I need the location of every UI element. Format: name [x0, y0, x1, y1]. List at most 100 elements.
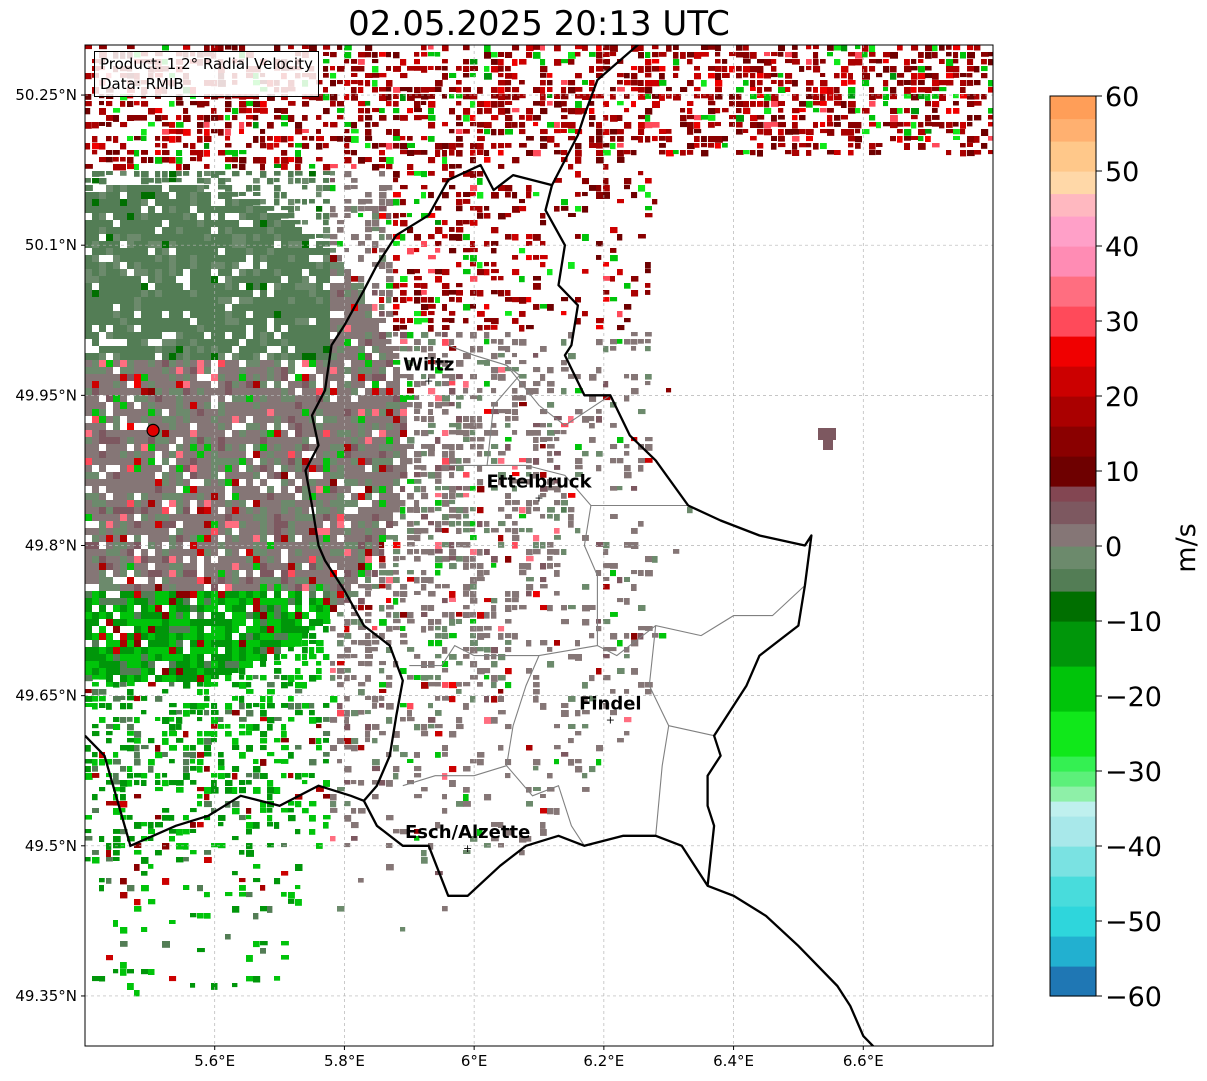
velocity-cell: [365, 248, 371, 254]
velocity-cell: [106, 332, 113, 339]
velocity-cell: [281, 311, 288, 318]
velocity-cell: [785, 52, 793, 58]
velocity-cell: [267, 409, 274, 416]
velocity-cell: [540, 73, 547, 78]
velocity-cell: [414, 66, 422, 71]
velocity-cell: [358, 101, 366, 107]
velocity-cell: [267, 227, 274, 234]
velocity-cell: [267, 339, 274, 346]
velocity-cell: [134, 346, 141, 353]
velocity-cell: [316, 605, 323, 612]
velocity-cell: [393, 220, 398, 226]
velocity-cell: [449, 500, 456, 505]
velocity-cell: [897, 73, 905, 78]
velocity-cell: [372, 304, 378, 311]
velocity-cell: [260, 479, 267, 486]
velocity-cell: [323, 437, 330, 444]
velocity-cell: [295, 346, 302, 353]
velocity-cell: [295, 598, 302, 605]
velocity-cell: [225, 241, 232, 248]
velocity-cell: [197, 682, 204, 687]
velocity-cell: [141, 101, 149, 107]
velocity-cell: [603, 185, 610, 192]
velocity-cell: [715, 136, 723, 143]
velocity-cell: [407, 108, 413, 114]
velocity-cell: [554, 500, 561, 506]
velocity-cell: [141, 654, 148, 661]
velocity-cell: [967, 66, 975, 72]
velocity-cell: [134, 521, 141, 528]
velocity-cell: [372, 423, 379, 430]
velocity-cell: [253, 409, 260, 416]
velocity-cell: [225, 199, 232, 206]
velocity-cell: [414, 654, 421, 659]
velocity-cell: [358, 423, 365, 430]
velocity-cell: [127, 451, 134, 458]
velocity-cell: [253, 486, 260, 493]
velocity-cell: [456, 682, 462, 687]
velocity-cell: [302, 654, 308, 661]
velocity-cell: [113, 514, 120, 521]
velocity-cell: [575, 206, 582, 212]
velocity-cell: [295, 703, 302, 710]
velocity-cell: [169, 262, 176, 269]
velocity-cell: [155, 143, 161, 148]
velocity-cell: [575, 374, 581, 380]
velocity-cell: [162, 325, 169, 332]
velocity-cell: [337, 458, 344, 465]
velocity-cell: [701, 80, 707, 87]
velocity-cell: [127, 584, 134, 591]
velocity-cell: [232, 500, 239, 507]
velocity-cell: [470, 241, 475, 248]
velocity-cell: [134, 437, 141, 444]
velocity-cell: [85, 542, 92, 549]
velocity-cell: [239, 206, 246, 213]
velocity-cell: [302, 311, 309, 318]
velocity-cell: [113, 549, 120, 556]
velocity-cell: [351, 423, 358, 430]
velocity-cell: [232, 248, 239, 255]
velocity-cell: [183, 591, 190, 598]
velocity-cell: [526, 465, 532, 470]
velocity-cell: [512, 255, 519, 260]
velocity-cell: [267, 521, 274, 528]
velocity-cell: [463, 304, 471, 311]
velocity-cell: [302, 136, 308, 141]
velocity-cell: [323, 220, 329, 226]
velocity-cell: [708, 94, 714, 101]
velocity-cell: [85, 297, 92, 304]
velocity-cell: [176, 122, 184, 128]
velocity-cell: [295, 668, 301, 675]
velocity-cell: [344, 486, 351, 493]
velocity-cell: [575, 710, 581, 717]
velocity-cell: [120, 521, 127, 528]
velocity-cell: [141, 675, 148, 682]
velocity-cell: [925, 101, 931, 107]
velocity-cell: [407, 493, 414, 500]
velocity-cell: [715, 59, 721, 64]
velocity-cell: [442, 584, 450, 589]
velocity-cell: [449, 290, 457, 295]
velocity-cell: [134, 556, 141, 563]
velocity-cell: [134, 591, 141, 598]
velocity-cell: [260, 612, 267, 619]
velocity-cell: [610, 45, 618, 52]
velocity-cell: [232, 234, 239, 241]
velocity-cell: [694, 136, 700, 142]
velocity-cell: [106, 157, 113, 163]
velocity-cell: [274, 220, 281, 227]
velocity-cell: [246, 185, 253, 192]
velocity-cell: [309, 605, 316, 612]
velocity-cell: [85, 276, 92, 283]
velocity-cell: [176, 157, 183, 164]
velocity-cell: [323, 234, 331, 239]
velocity-cell: [428, 269, 436, 274]
velocity-cell: [99, 458, 106, 465]
velocity-cell: [211, 647, 218, 654]
velocity-cell: [260, 164, 265, 171]
velocity-cell: [393, 472, 400, 479]
velocity-cell: [295, 521, 302, 528]
velocity-cell: [631, 374, 638, 381]
velocity-cell: [148, 178, 154, 183]
velocity-cell: [246, 640, 253, 647]
